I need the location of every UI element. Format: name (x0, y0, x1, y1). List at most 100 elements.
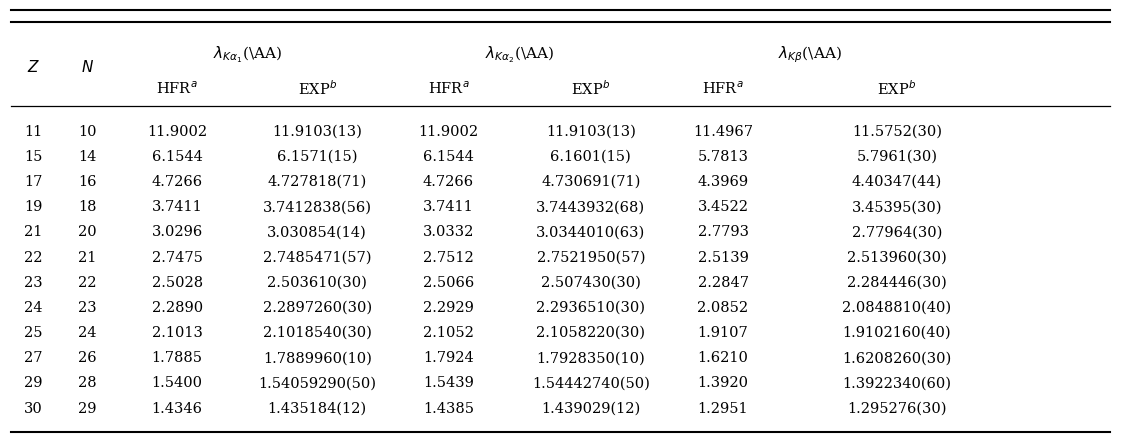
Text: 3.7443932(68): 3.7443932(68) (536, 200, 646, 214)
Text: 1.54059290(50): 1.54059290(50) (258, 377, 377, 390)
Text: 17: 17 (25, 175, 43, 189)
Text: 2.2936510(30): 2.2936510(30) (536, 301, 646, 315)
Text: 1.435184(12): 1.435184(12) (268, 402, 367, 415)
Text: 6.1544: 6.1544 (423, 150, 474, 164)
Text: 1.5439: 1.5439 (423, 377, 474, 390)
Text: $\lambda_{K\alpha_2}$(\AA): $\lambda_{K\alpha_2}$(\AA) (485, 45, 554, 65)
Text: 3.7412838(56): 3.7412838(56) (262, 200, 372, 214)
Text: 2.7521950(57): 2.7521950(57) (537, 250, 645, 265)
Text: 4.7266: 4.7266 (423, 175, 474, 189)
Text: 16: 16 (78, 175, 96, 189)
Text: 11.5752(30): 11.5752(30) (852, 125, 942, 138)
Text: 3.45395(30): 3.45395(30) (852, 200, 942, 214)
Text: 5.7961(30): 5.7961(30) (856, 150, 937, 164)
Text: 26: 26 (78, 351, 96, 365)
Text: 2.1058220(30): 2.1058220(30) (536, 326, 646, 340)
Text: 1.5400: 1.5400 (151, 377, 203, 390)
Text: 3.0296: 3.0296 (151, 225, 203, 239)
Text: 3.0332: 3.0332 (423, 225, 474, 239)
Text: 29: 29 (25, 377, 43, 390)
Text: 2.5139: 2.5139 (697, 250, 749, 265)
Text: 2.284446(30): 2.284446(30) (847, 276, 946, 290)
Text: 2.1013: 2.1013 (151, 326, 203, 340)
Text: 27: 27 (25, 351, 43, 365)
Text: $Z$: $Z$ (27, 59, 40, 75)
Text: $\lambda_{K\alpha_1}$(\AA): $\lambda_{K\alpha_1}$(\AA) (213, 45, 281, 65)
Text: 3.7411: 3.7411 (423, 200, 474, 214)
Text: $\lambda_{K\beta}$(\AA): $\lambda_{K\beta}$(\AA) (778, 45, 842, 65)
Text: 6.1601(15): 6.1601(15) (550, 150, 631, 164)
Text: 25: 25 (25, 326, 43, 340)
Text: 2.0852: 2.0852 (697, 301, 749, 315)
Text: 24: 24 (78, 326, 96, 340)
Text: 1.9102160(40): 1.9102160(40) (843, 326, 951, 340)
Text: HFR$^{a}$: HFR$^{a}$ (427, 80, 470, 97)
Text: $N$: $N$ (81, 59, 94, 75)
Text: 15: 15 (25, 150, 43, 164)
Text: 22: 22 (78, 276, 96, 290)
Text: 21: 21 (78, 250, 96, 265)
Text: 1.439029(12): 1.439029(12) (541, 402, 640, 415)
Text: 21: 21 (25, 225, 43, 239)
Text: 2.1018540(30): 2.1018540(30) (262, 326, 372, 340)
Text: 2.513960(30): 2.513960(30) (847, 250, 946, 265)
Text: 4.727818(71): 4.727818(71) (268, 175, 367, 189)
Text: 2.503610(30): 2.503610(30) (267, 276, 368, 290)
Text: 11.4967: 11.4967 (693, 125, 753, 138)
Text: 2.1052: 2.1052 (423, 326, 474, 340)
Text: 1.54442740(50): 1.54442740(50) (531, 377, 650, 390)
Text: 2.7512: 2.7512 (423, 250, 474, 265)
Text: 1.2951: 1.2951 (697, 402, 749, 415)
Text: 30: 30 (25, 402, 43, 415)
Text: 28: 28 (78, 377, 96, 390)
Text: 6.1544: 6.1544 (151, 150, 203, 164)
Text: 1.9107: 1.9107 (697, 326, 749, 340)
Text: 1.3922340(60): 1.3922340(60) (842, 377, 952, 390)
Text: 1.6208260(30): 1.6208260(30) (842, 351, 952, 365)
Text: 2.7485471(57): 2.7485471(57) (263, 250, 371, 265)
Text: EXP$^{b}$: EXP$^{b}$ (298, 79, 336, 97)
Text: 11: 11 (25, 125, 43, 138)
Text: 6.1571(15): 6.1571(15) (277, 150, 358, 164)
Text: 18: 18 (78, 200, 96, 214)
Text: 1.295276(30): 1.295276(30) (847, 402, 946, 415)
Text: EXP$^{b}$: EXP$^{b}$ (878, 79, 916, 97)
Text: 11.9103(13): 11.9103(13) (272, 125, 362, 138)
Text: 29: 29 (78, 402, 96, 415)
Text: 3.4522: 3.4522 (697, 200, 749, 214)
Text: 23: 23 (25, 276, 43, 290)
Text: 1.7924: 1.7924 (423, 351, 474, 365)
Text: 1.4346: 1.4346 (151, 402, 203, 415)
Text: HFR$^{a}$: HFR$^{a}$ (156, 80, 198, 97)
Text: 22: 22 (25, 250, 43, 265)
Text: 5.7813: 5.7813 (697, 150, 749, 164)
Text: 2.7475: 2.7475 (151, 250, 203, 265)
Text: 4.730691(71): 4.730691(71) (541, 175, 640, 189)
Text: HFR$^{a}$: HFR$^{a}$ (702, 80, 744, 97)
Text: 3.7411: 3.7411 (151, 200, 203, 214)
Text: 2.2890: 2.2890 (151, 301, 203, 315)
Text: 19: 19 (25, 200, 43, 214)
Text: 2.2929: 2.2929 (423, 301, 474, 315)
Text: 2.5028: 2.5028 (151, 276, 203, 290)
Text: 3.030854(14): 3.030854(14) (268, 225, 367, 239)
Text: 4.40347(44): 4.40347(44) (852, 175, 942, 189)
Text: 14: 14 (78, 150, 96, 164)
Text: 2.5066: 2.5066 (423, 276, 474, 290)
Text: 2.2847: 2.2847 (697, 276, 749, 290)
Text: 23: 23 (78, 301, 96, 315)
Text: 4.3969: 4.3969 (697, 175, 749, 189)
Text: 10: 10 (78, 125, 96, 138)
Text: 1.7928350(10): 1.7928350(10) (536, 351, 646, 365)
Text: 3.0344010(63): 3.0344010(63) (536, 225, 646, 239)
Text: 2.7793: 2.7793 (697, 225, 749, 239)
Text: 1.7885: 1.7885 (151, 351, 203, 365)
Text: 11.9002: 11.9002 (418, 125, 479, 138)
Text: 1.7889960(10): 1.7889960(10) (262, 351, 372, 365)
Text: 11.9103(13): 11.9103(13) (546, 125, 636, 138)
Text: 1.6210: 1.6210 (697, 351, 749, 365)
Text: EXP$^{b}$: EXP$^{b}$ (572, 79, 610, 97)
Text: 11.9002: 11.9002 (147, 125, 207, 138)
Text: 2.507430(30): 2.507430(30) (540, 276, 641, 290)
Text: 24: 24 (25, 301, 43, 315)
